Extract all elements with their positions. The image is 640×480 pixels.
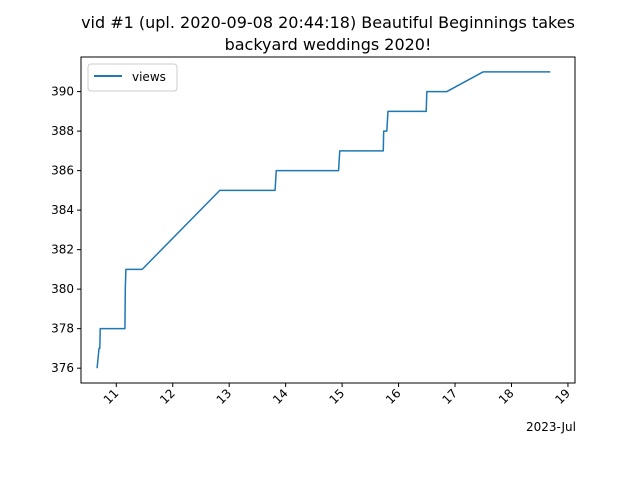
chart-title-line-1: vid #1 (upl. 2020-09-08 20:44:18) Beauti…: [81, 13, 575, 32]
y-tick-label: 384: [51, 203, 74, 217]
x-axis-offset-label: 2023-Jul: [526, 420, 576, 434]
y-tick-label: 388: [51, 124, 74, 138]
y-tick-label: 376: [51, 361, 74, 375]
y-tick-label: 378: [51, 322, 74, 336]
x-tick-label: 18: [496, 386, 517, 407]
x-tick-label: 13: [214, 386, 235, 407]
y-tick-label: 380: [51, 282, 74, 296]
legend-label-views: views: [132, 70, 166, 84]
plot-frame: [80, 56, 576, 384]
y-axis: 376 378 380 382 384 386 388 390: [51, 85, 81, 375]
legend: views: [87, 63, 178, 92]
y-tick-label: 386: [51, 164, 74, 178]
x-tick-label: 16: [383, 386, 404, 407]
series-line-views: [96, 71, 551, 369]
legend-box: [87, 63, 178, 92]
x-tick-label: 17: [439, 386, 460, 407]
x-tick-label: 19: [552, 386, 573, 407]
x-tick-label: 11: [101, 386, 122, 407]
y-tick-label: 390: [51, 85, 74, 99]
x-axis: 11 12 13 14 15 16 17 18 19: [101, 383, 573, 407]
x-tick-label: 15: [327, 386, 348, 407]
y-tick-label: 382: [51, 243, 74, 257]
chart-title-line-2: backyard weddings 2020!: [225, 35, 432, 54]
x-tick-label: 14: [270, 386, 291, 407]
x-tick-label: 12: [157, 386, 178, 407]
